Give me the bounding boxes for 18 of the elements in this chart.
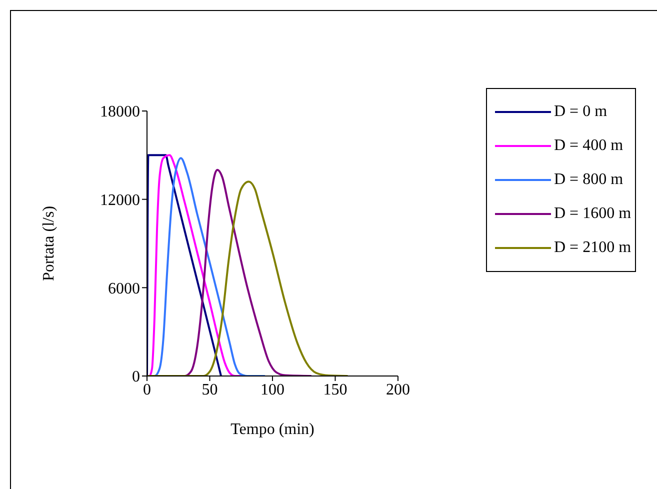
legend-label: D = 0 m: [554, 103, 608, 121]
line-series: [147, 154, 222, 376]
x-tick-label: 100: [260, 381, 284, 398]
legend-label: D = 400 m: [554, 137, 624, 155]
legend-label: D = 2100 m: [554, 239, 632, 257]
x-tick-label: 150: [323, 381, 348, 398]
y-axis-title: Portata (l/s): [40, 206, 58, 282]
y-tick-label: 18000: [100, 104, 140, 121]
y-tick-label: 12000: [100, 192, 140, 210]
x-tick-label: 200: [386, 381, 410, 398]
legend-label: D = 800 m: [554, 171, 624, 189]
x-axis-title: Tempo (min): [230, 421, 314, 438]
line-series: [147, 180, 349, 376]
y-tick-label: 6000: [108, 280, 140, 298]
x-tick-label: 50: [202, 381, 218, 398]
legend-label: D = 1600 m: [554, 205, 632, 223]
x-tick-label: 0: [143, 381, 151, 398]
y-tick-label: 0: [132, 368, 140, 386]
